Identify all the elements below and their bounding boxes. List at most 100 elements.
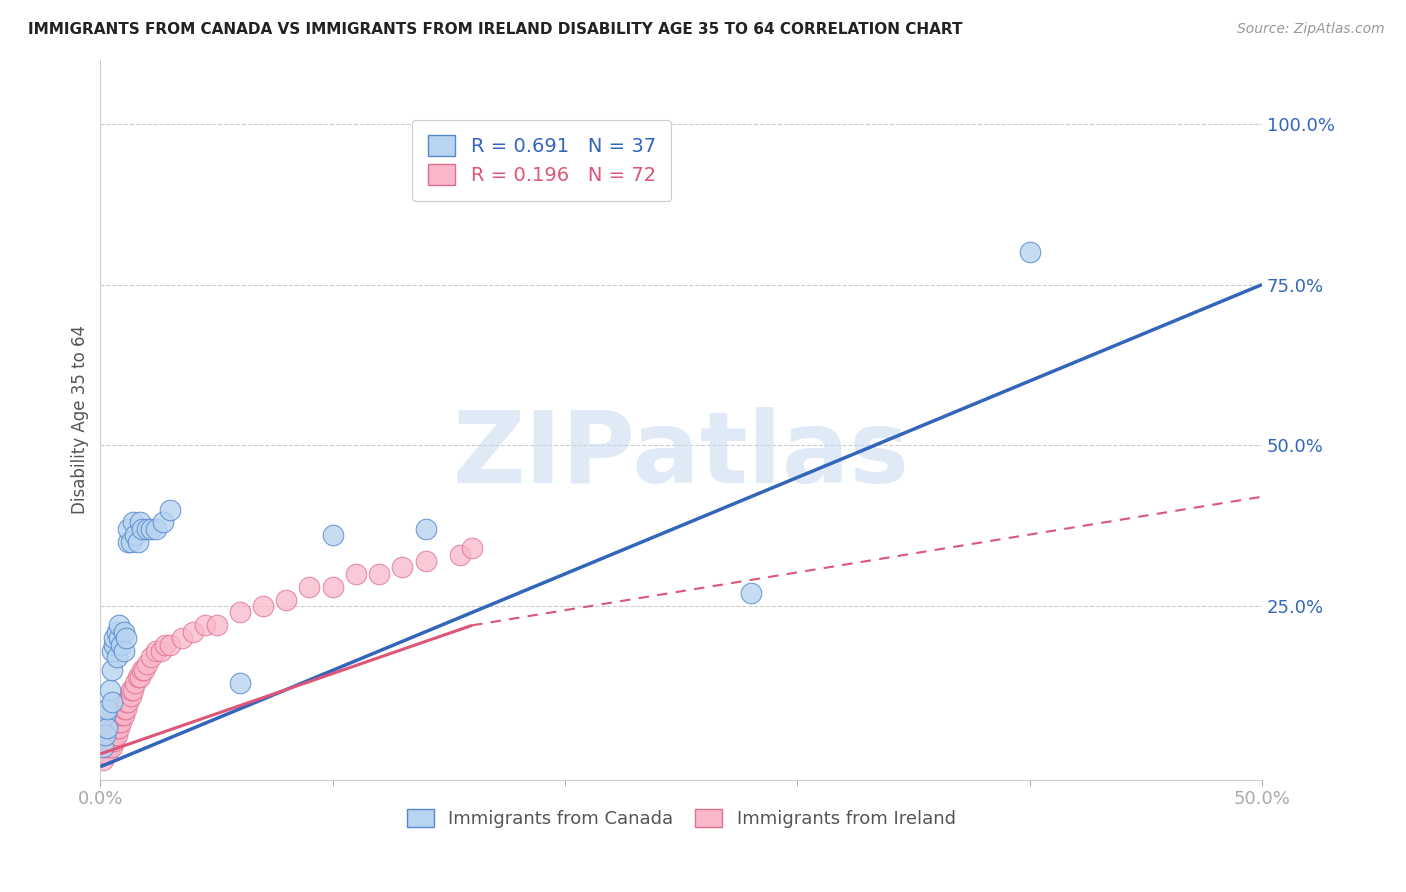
Point: [276, 592, 298, 607]
Point: [103, 638, 125, 652]
Point: [322, 528, 344, 542]
Point: [252, 599, 274, 613]
Point: [461, 541, 484, 556]
Point: [91, 740, 114, 755]
Point: [229, 606, 252, 620]
Point: [1018, 245, 1040, 260]
Point: [96, 702, 118, 716]
Point: [101, 696, 124, 710]
Point: [103, 728, 125, 742]
Point: [170, 631, 193, 645]
Point: [94, 734, 117, 748]
Point: [131, 663, 153, 677]
Point: [105, 728, 128, 742]
Point: [94, 728, 117, 742]
Point: [117, 522, 139, 536]
Point: [108, 708, 131, 723]
Point: [91, 734, 114, 748]
Point: [117, 534, 139, 549]
Point: [152, 516, 174, 530]
Point: [105, 721, 128, 735]
Point: [141, 522, 163, 536]
Legend: Immigrants from Canada, Immigrants from Ireland: Immigrants from Canada, Immigrants from …: [399, 802, 963, 836]
Point: [105, 714, 128, 729]
Point: [134, 663, 156, 677]
Point: [115, 631, 138, 645]
Point: [101, 708, 124, 723]
Point: [103, 734, 125, 748]
Point: [449, 548, 471, 562]
Point: [98, 734, 121, 748]
Point: [98, 721, 121, 735]
Point: [91, 753, 114, 767]
Point: [94, 747, 117, 761]
Point: [94, 740, 117, 755]
Point: [98, 714, 121, 729]
Point: [112, 708, 135, 723]
Text: IMMIGRANTS FROM CANADA VS IMMIGRANTS FROM IRELAND DISABILITY AGE 35 TO 64 CORREL: IMMIGRANTS FROM CANADA VS IMMIGRANTS FRO…: [28, 22, 963, 37]
Point: [131, 522, 153, 536]
Point: [94, 728, 117, 742]
Point: [91, 728, 114, 742]
Point: [322, 580, 344, 594]
Point: [141, 650, 163, 665]
Point: [108, 631, 131, 645]
Point: [298, 580, 321, 594]
Point: [205, 618, 228, 632]
Point: [110, 638, 132, 652]
Point: [112, 624, 135, 639]
Point: [96, 740, 118, 755]
Point: [127, 534, 149, 549]
Point: [96, 734, 118, 748]
Point: [124, 676, 146, 690]
Point: [135, 657, 157, 671]
Point: [101, 663, 124, 677]
Point: [101, 740, 124, 755]
Point: [98, 728, 121, 742]
Point: [91, 747, 114, 761]
Point: [128, 516, 150, 530]
Point: [120, 689, 142, 703]
Y-axis label: Disability Age 35 to 64: Disability Age 35 to 64: [72, 325, 89, 514]
Point: [117, 696, 139, 710]
Point: [96, 721, 118, 735]
Point: [94, 708, 117, 723]
Point: [108, 618, 131, 632]
Point: [94, 721, 117, 735]
Point: [98, 740, 121, 755]
Point: [740, 586, 762, 600]
Point: [115, 696, 138, 710]
Point: [229, 676, 252, 690]
Point: [149, 644, 172, 658]
Point: [128, 670, 150, 684]
Point: [159, 638, 181, 652]
Point: [145, 644, 167, 658]
Point: [115, 702, 138, 716]
Point: [96, 721, 118, 735]
Point: [105, 624, 128, 639]
Point: [135, 522, 157, 536]
Point: [108, 714, 131, 729]
Point: [344, 566, 367, 581]
Point: [91, 740, 114, 755]
Point: [96, 747, 118, 761]
Point: [101, 644, 124, 658]
Point: [124, 528, 146, 542]
Point: [103, 631, 125, 645]
Point: [96, 728, 118, 742]
Point: [112, 644, 135, 658]
Point: [98, 682, 121, 697]
Point: [120, 534, 142, 549]
Point: [103, 714, 125, 729]
Point: [159, 502, 181, 516]
Text: ZIPatlas: ZIPatlas: [453, 407, 910, 504]
Point: [108, 721, 131, 735]
Point: [101, 714, 124, 729]
Point: [127, 670, 149, 684]
Point: [110, 714, 132, 729]
Point: [101, 734, 124, 748]
Point: [122, 682, 145, 697]
Point: [181, 624, 204, 639]
Point: [415, 554, 437, 568]
Point: [145, 522, 167, 536]
